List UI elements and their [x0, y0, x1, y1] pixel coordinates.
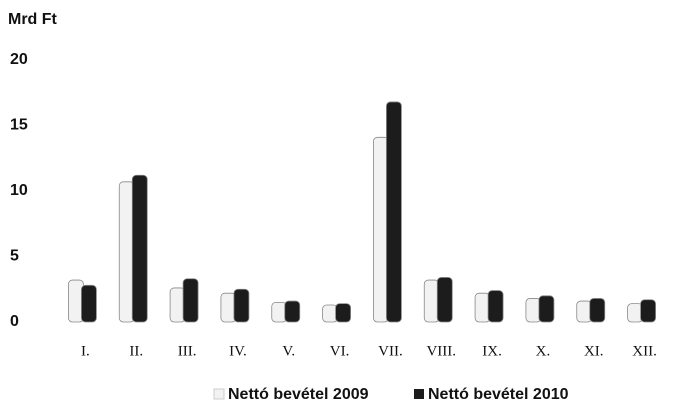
legend-label: Nettó bevétel 2010 [428, 386, 569, 403]
y-axis-label: Mrd Ft [8, 11, 58, 28]
x-tick-label: III. [178, 343, 197, 359]
y-tick-label: 10 [10, 182, 28, 199]
x-tick-label: XI. [584, 343, 604, 359]
legend-label: Nettó bevétel 2009 [228, 386, 369, 403]
y-tick-label: 15 [10, 117, 28, 134]
legend-swatch [414, 389, 424, 399]
x-tick-label: VI. [330, 343, 350, 359]
y-tick-label: 5 [10, 248, 19, 265]
x-tick-label: IX. [482, 343, 502, 359]
bar [538, 295, 555, 323]
bar [182, 278, 199, 323]
x-tick-label: II. [129, 343, 143, 359]
bar [131, 174, 148, 323]
bar [589, 298, 606, 323]
bar [233, 288, 250, 323]
y-tick-label: 20 [10, 51, 28, 68]
bar [487, 290, 504, 323]
bar [640, 299, 656, 323]
x-tick-label: VIII. [426, 343, 456, 359]
bar [284, 300, 301, 323]
x-tick-label: XII. [632, 343, 657, 359]
x-tick-label: V. [282, 343, 295, 359]
bar [335, 303, 351, 323]
x-tick-label: VII. [378, 343, 403, 359]
x-tick-label: I. [81, 343, 90, 359]
x-tick-label: X. [536, 343, 551, 359]
bar [436, 277, 453, 323]
legend-swatch [213, 388, 225, 400]
x-tick-label: IV. [229, 343, 247, 359]
bar [386, 101, 402, 323]
bar [81, 284, 97, 323]
y-tick-label: 0 [10, 313, 19, 330]
